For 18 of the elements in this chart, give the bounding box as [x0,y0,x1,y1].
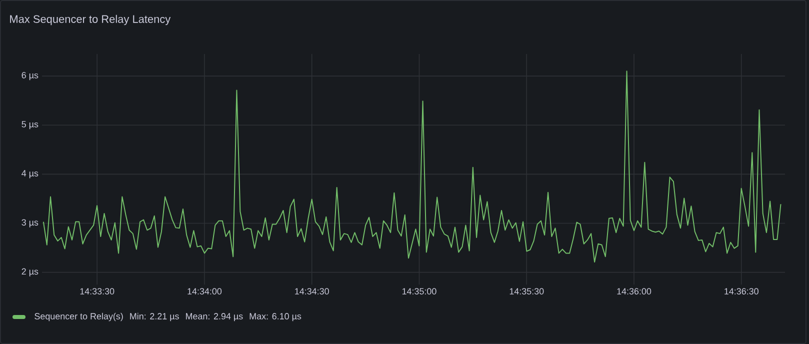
x-tick-label: 14:35:00 [402,288,436,294]
y-tick-label: 2 µs [22,268,38,276]
x-tick-label: 14:34:30 [295,288,329,294]
chart-title: Max Sequencer to Relay Latency [10,14,171,26]
x-tick-label: 14:36:00 [617,288,652,294]
y-tick-label: 5 µs [22,121,38,130]
text: Max: 6.10 µs [250,313,302,322]
x-tick-label: 14:34:00 [188,288,222,294]
x-tick-label: 14:35:30 [510,288,544,294]
legend-label: Sequencer to Relay(s) [34,312,123,322]
text: Min: 2.21 µs [130,312,179,322]
y-tick-label: 6 µs [22,72,38,80]
text: Mean: 2.94 µs [186,313,243,322]
y-tick-label: 4 µs [22,170,38,178]
x-tick-label: 14:33:30 [80,288,114,294]
x-tick-label: 14:36:30 [724,288,758,294]
line-series [42,70,782,263]
y-tick-label: 3 µs [22,219,38,228]
